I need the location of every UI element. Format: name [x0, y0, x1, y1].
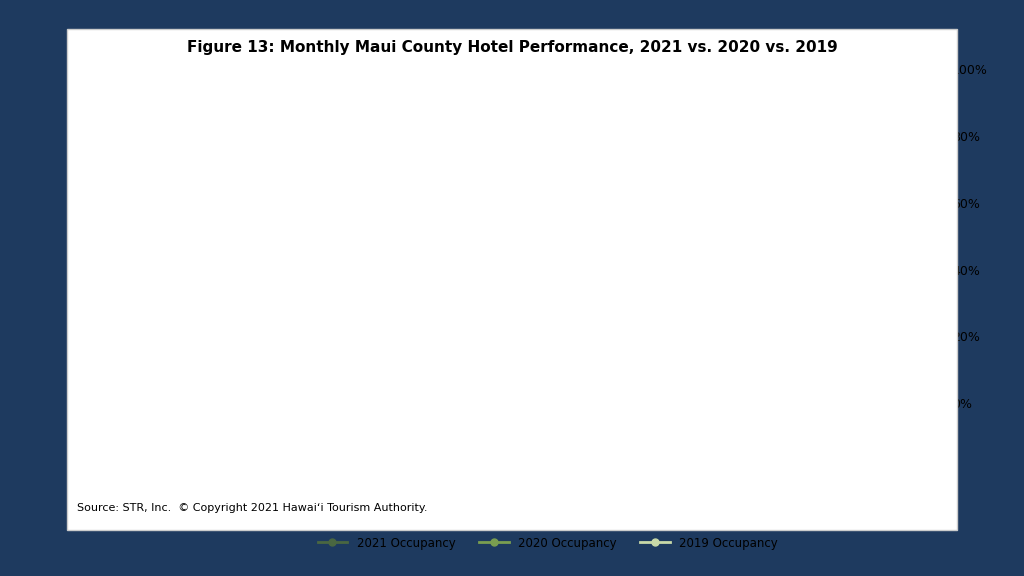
Bar	[589, 161, 605, 403]
Bar	[327, 172, 343, 403]
Bar	[622, 289, 638, 403]
Bar	[359, 136, 376, 403]
Bar	[523, 186, 540, 403]
Bar	[163, 153, 179, 403]
Bar	[556, 100, 572, 403]
Bar	[916, 142, 933, 403]
Bar	[228, 166, 245, 403]
Bar	[261, 164, 278, 403]
Bar	[245, 139, 261, 403]
Bar	[753, 275, 769, 403]
Text: Figure 13: Monthly Maui County Hotel Performance, 2021 vs. 2020 vs. 2019: Figure 13: Monthly Maui County Hotel Per…	[186, 40, 838, 55]
Bar	[507, 331, 523, 403]
Bar	[392, 186, 409, 403]
Bar	[572, 289, 589, 403]
Legend: 2021 Occupancy, 2020 Occupancy, 2019 Occupancy: 2021 Occupancy, 2020 Occupancy, 2019 Occ…	[313, 532, 782, 554]
Text: Source: STR, Inc.  © Copyright 2021 Hawaiʻi Tourism Authority.: Source: STR, Inc. © Copyright 2021 Hawai…	[77, 503, 427, 513]
Bar	[376, 344, 392, 403]
Bar	[179, 139, 196, 403]
Bar	[769, 272, 785, 403]
Bar	[687, 289, 703, 403]
Bar	[458, 209, 474, 403]
Bar	[441, 347, 458, 403]
Bar	[720, 228, 736, 403]
Bar	[654, 183, 671, 403]
Bar	[196, 172, 212, 403]
Bar	[884, 125, 900, 403]
Bar	[900, 108, 916, 403]
Bar	[785, 214, 802, 403]
Bar	[425, 147, 441, 403]
Bar	[310, 172, 327, 403]
Bar	[835, 189, 851, 403]
Bar	[490, 125, 507, 403]
Bar	[851, 200, 867, 403]
Bar	[638, 286, 654, 403]
Bar	[818, 195, 835, 403]
Bar	[294, 147, 310, 403]
Bar	[703, 320, 720, 403]
